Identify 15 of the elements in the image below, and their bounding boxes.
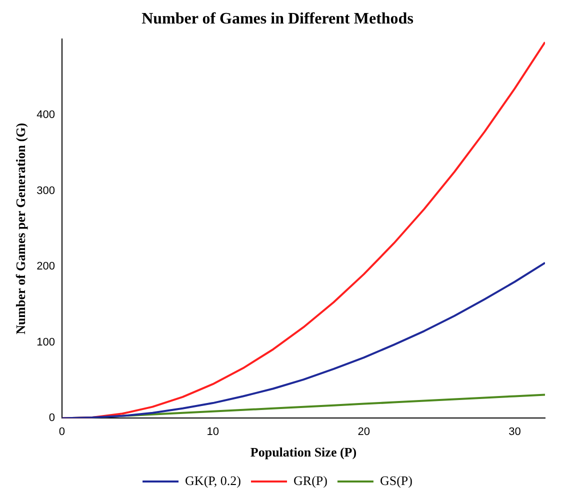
- y-tick-label: 0: [48, 412, 55, 424]
- x-tick-label: 10: [206, 426, 220, 438]
- y-axis-title: Number of Games per Generation (G): [13, 122, 28, 334]
- y-tick-label: 100: [36, 336, 55, 348]
- x-tick-label: 30: [508, 426, 521, 438]
- x-axis-title: Population Size (P): [250, 444, 357, 460]
- y-tick-label: 200: [36, 260, 55, 273]
- legend-label: GS(P): [380, 472, 412, 488]
- y-tick-label: 400: [36, 109, 55, 122]
- legend-label: GR(P): [294, 472, 328, 488]
- x-tick-label: 0: [58, 426, 66, 438]
- legend-label: GK(P, 0.2): [185, 472, 242, 488]
- chart-title: Number of Games in Different Methods: [142, 10, 414, 28]
- y-tick-label: 300: [36, 184, 55, 197]
- x-tick-label: 20: [358, 426, 370, 438]
